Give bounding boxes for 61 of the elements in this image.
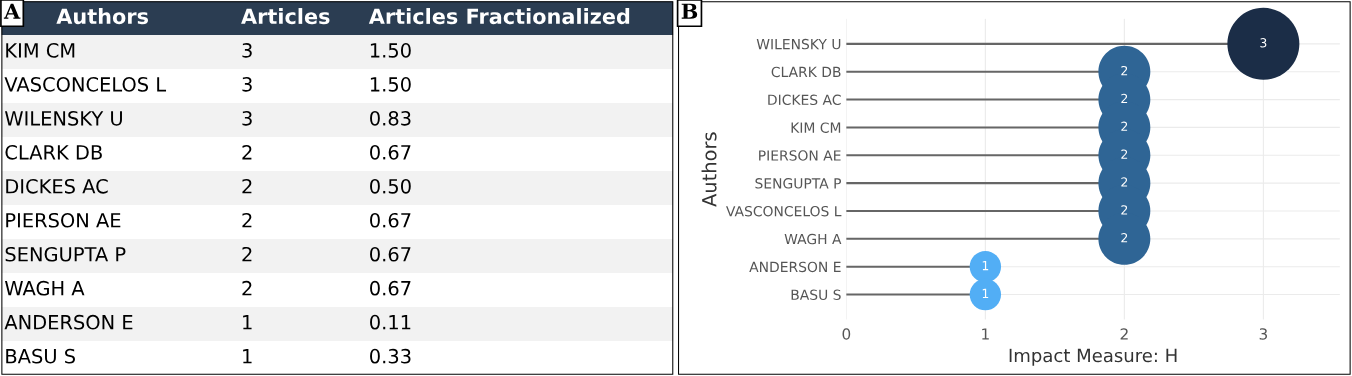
category-label: ANDERSON E <box>4 314 133 330</box>
data-label: 2 <box>1121 93 1128 104</box>
data-label: 2 <box>1121 177 1128 187</box>
y-tick-label: WAGH A <box>784 233 842 245</box>
data-label: 1.50 <box>370 43 411 58</box>
y-tick-label: CLARK DB <box>771 66 841 78</box>
category-label: CLARK DB <box>5 144 102 160</box>
legend-label: Articles Fractionalized <box>368 8 630 25</box>
data-label: 1.50 <box>370 77 411 92</box>
y-tick-label: WILENSKY U <box>756 38 841 50</box>
category-label: WILENSKY U <box>4 110 122 126</box>
x-tick-label: 0 <box>842 328 851 340</box>
data-label: 1 <box>982 261 989 271</box>
category-label: VASCONCELOS L <box>4 77 167 92</box>
category-label: BASU S <box>6 348 75 364</box>
data-label: 0.83 <box>370 110 411 126</box>
data-label: 3 <box>242 43 252 58</box>
chart-title: B <box>681 3 698 19</box>
data-label: 0.67 <box>370 246 411 262</box>
category-label: WAGH A <box>4 280 85 296</box>
text: Authors <box>56 8 149 25</box>
category-label: SENGUPTA P <box>5 246 126 262</box>
category-label: DICKES AC <box>6 178 108 194</box>
data-label: 3 <box>242 77 252 92</box>
y-tick-label: PIERSON AE <box>759 150 841 161</box>
data-label: 2 <box>1121 121 1128 131</box>
y-axis-title: Authors <box>701 132 717 207</box>
x-tick-label: 3 <box>1259 328 1268 340</box>
data-label: 0.33 <box>370 348 411 364</box>
data-label: 1 <box>243 349 252 364</box>
data-label: 2 <box>242 246 252 262</box>
x-tick-label: 2 <box>1120 328 1128 340</box>
y-tick-label: ANDERSON E <box>749 261 841 273</box>
data-label: 0.11 <box>370 314 411 330</box>
y-tick-label: BASU S <box>791 289 841 301</box>
data-label: 2 <box>242 144 252 160</box>
series-label: Articles <box>241 8 330 25</box>
x-axis-title: Impact Measure: H <box>1009 348 1177 366</box>
y-tick-label: SENGUPTA P <box>755 178 842 189</box>
data-label: 2 <box>242 212 252 228</box>
text: A <box>3 3 21 19</box>
data-label: 1 <box>982 288 989 298</box>
data-label: 0.50 <box>370 178 411 194</box>
data-label: 2 <box>242 178 252 194</box>
data-label: 3 <box>242 110 252 126</box>
x-tick-label: 1 <box>982 328 989 340</box>
data-label: 0.67 <box>370 212 411 228</box>
y-tick-label: DICKES AC <box>768 94 841 106</box>
data-label: 2 <box>1121 233 1128 243</box>
category-label: KIM CM <box>6 43 75 58</box>
y-tick-label: VASCONCELOS L <box>726 205 842 217</box>
category-label: PIERSON AE <box>6 212 121 228</box>
data-label: 2 <box>1121 205 1128 215</box>
data-label: 2 <box>1121 65 1128 76</box>
data-label: 3 <box>1260 38 1267 48</box>
data-label: 0.67 <box>370 144 411 160</box>
y-tick-label: KIM CM <box>791 122 841 133</box>
data-label: 0.67 <box>370 280 411 296</box>
data-label: 2 <box>242 280 252 296</box>
data-label: 2 <box>1121 149 1128 159</box>
data-label: 1 <box>243 315 252 330</box>
